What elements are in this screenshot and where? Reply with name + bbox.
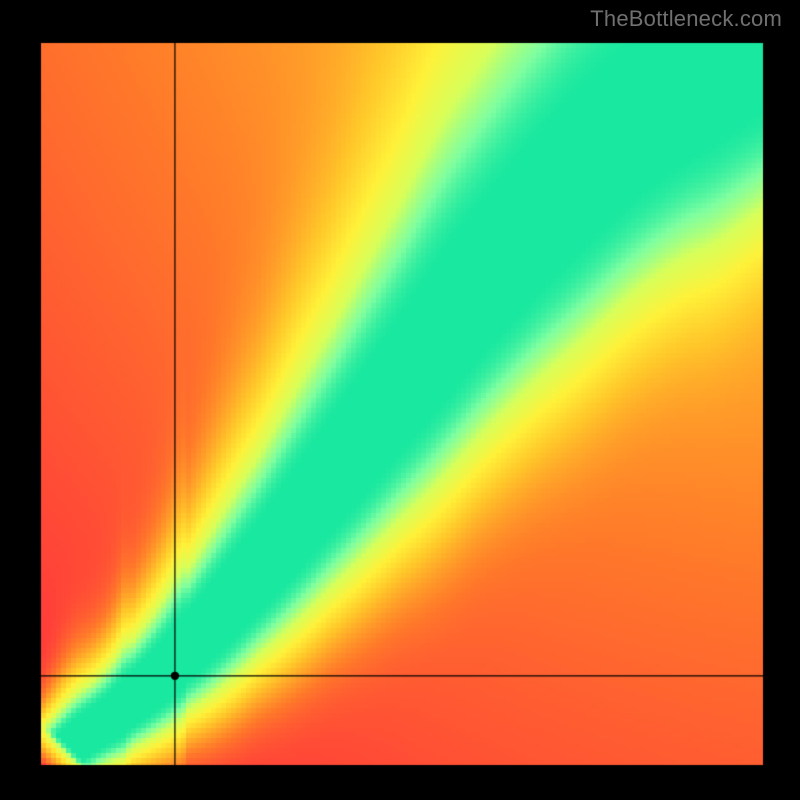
heatmap-canvas (0, 0, 800, 800)
chart-container: TheBottleneck.com (0, 0, 800, 800)
watermark-label: TheBottleneck.com (590, 6, 782, 32)
